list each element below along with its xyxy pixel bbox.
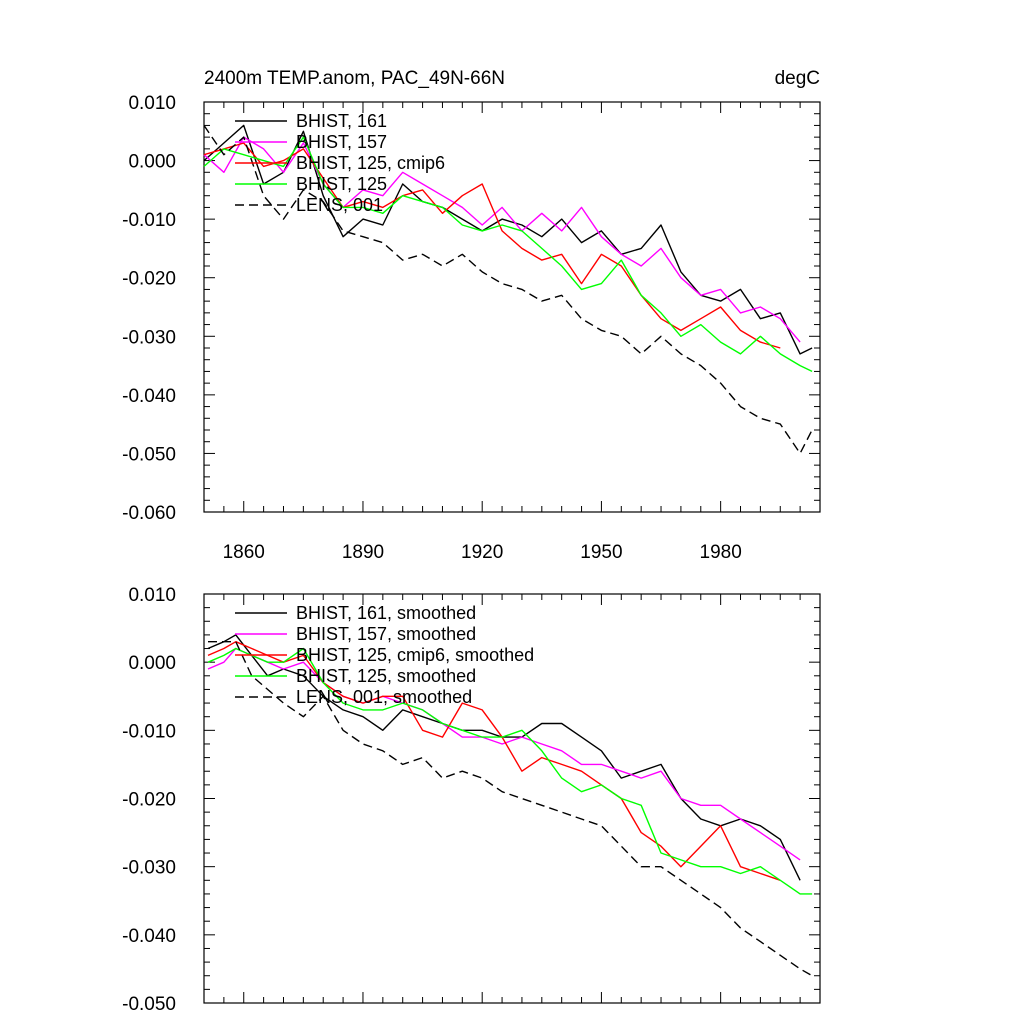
legend-label: BHIST, 125, cmip6, smoothed	[296, 645, 534, 665]
x-tick-label: 1980	[700, 542, 742, 563]
legend-label: LENS, 001, smoothed	[296, 687, 472, 707]
legend-label: BHIST, 157	[296, 132, 387, 152]
series-line	[207, 634, 801, 881]
top-panel: 0.010 0.000 -0.010 -0.020 -0.030 -0.040 -0.050…	[122, 93, 821, 563]
y-tick-label: -0.010	[122, 721, 176, 742]
y-tick-label: -0.030	[122, 327, 176, 348]
x-tick-label: 1950	[580, 542, 622, 563]
y-tick-label: -0.060	[122, 503, 176, 524]
legend-label: BHIST, 157, smoothed	[296, 624, 476, 644]
series-line	[208, 641, 813, 977]
plot-frame	[203, 101, 821, 513]
legend-label: BHIST, 125, cmip6	[296, 153, 445, 173]
y-tick-label: -0.040	[122, 926, 176, 947]
x-tick-label: 1920	[461, 542, 503, 563]
x-tick-label: 1860	[223, 542, 265, 563]
chart-title: 2400m TEMP.anom, PAC_49N-66N	[204, 68, 505, 89]
y-tick-label: -0.040	[122, 386, 176, 407]
series-line	[203, 124, 813, 355]
y-tick-label: -0.020	[122, 269, 176, 290]
x-tick-label: 1890	[342, 542, 384, 563]
series-line	[207, 647, 813, 895]
units-label: degC	[775, 68, 820, 89]
legend-label: BHIST, 161	[296, 111, 387, 131]
series-line	[203, 136, 813, 373]
legend-label: LENS, 001	[296, 195, 383, 215]
series-line	[203, 125, 813, 455]
bottom-panel: 0.010 0.000 -0.010 -0.020 -0.030 -0.040 -0.050…	[122, 585, 821, 1015]
y-tick-label: -0.010	[122, 210, 176, 231]
legend-label: BHIST, 125, smoothed	[296, 666, 476, 686]
legend-label: BHIST, 125	[296, 174, 387, 194]
y-tick-label: 0.000	[128, 152, 176, 173]
series-line	[207, 641, 781, 881]
series-line	[207, 647, 801, 861]
y-tick-label: 0.000	[128, 653, 176, 674]
series-line	[203, 142, 781, 349]
y-tick-label: 0.010	[128, 93, 176, 114]
y-tick-label: -0.020	[122, 790, 176, 811]
y-tick-label: -0.050	[122, 444, 176, 465]
series-line	[203, 136, 801, 343]
y-tick-label: -0.050	[122, 994, 176, 1015]
legend-label: BHIST, 161, smoothed	[296, 603, 476, 623]
y-tick-label: -0.030	[122, 858, 176, 879]
y-tick-label: 0.010	[128, 585, 176, 606]
